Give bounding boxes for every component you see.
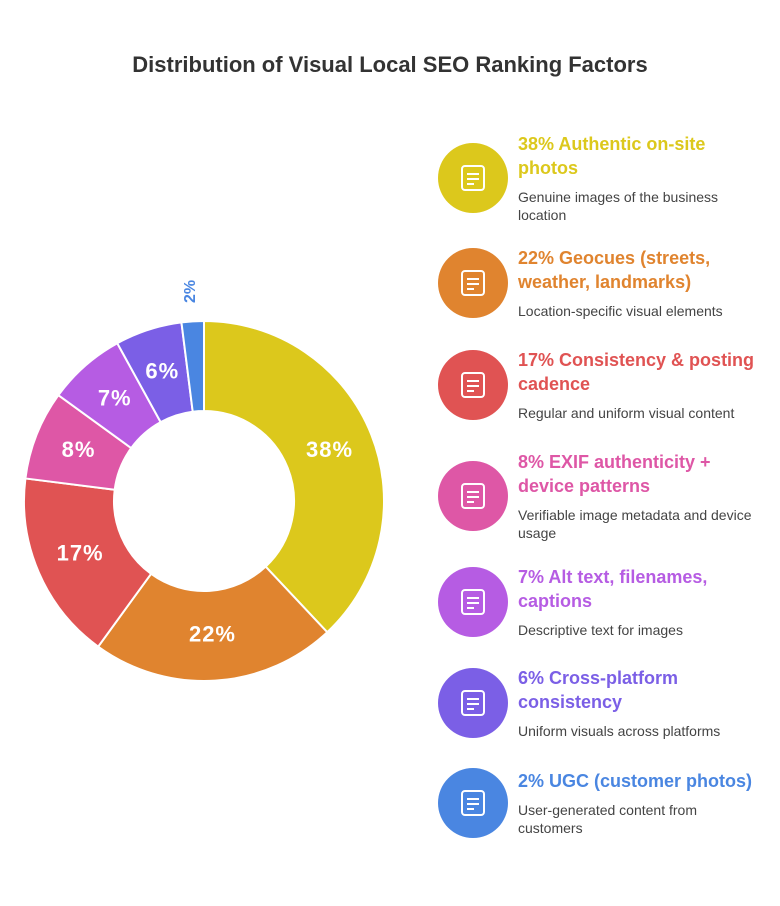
donut-slice <box>96 565 329 682</box>
slice-label: 38% <box>306 437 353 462</box>
legend-text: 2% UGC (customer photos) User-generated c… <box>518 769 758 837</box>
legend-item: 17% Consistency & posting cadence Regular… <box>438 348 768 422</box>
legend-text: 38% Authentic on-site photos Genuine imag… <box>518 132 758 224</box>
slice-label: 22% <box>189 622 236 647</box>
slice-label: 7% <box>98 386 132 411</box>
slice-label: 6% <box>145 358 179 383</box>
legend-icon <box>438 461 508 531</box>
icon-glyph <box>461 790 485 816</box>
legend-item: 2% UGC (customer photos) User-generated c… <box>438 768 768 838</box>
donut-slice <box>23 477 153 649</box>
legend-title: 7% Alt text, filenames, captions <box>518 567 708 611</box>
legend-icon <box>438 248 508 318</box>
icon-glyph <box>461 270 485 296</box>
legend-description: Location-specific visual elements <box>518 303 723 319</box>
donut-slice <box>180 319 205 413</box>
legend-description: Verifiable image metadata and device usa… <box>518 507 752 541</box>
donut-slice <box>203 319 385 634</box>
legend-title: 17% Consistency & posting cadence <box>518 350 755 394</box>
legend-item: 6% Cross-platform consistency Uniform vis… <box>438 666 768 740</box>
legend-icon <box>438 567 508 637</box>
legend-item: 8% EXIF authenticity + device patterns Ve… <box>438 450 768 542</box>
icon-glyph <box>461 372 485 398</box>
legend-description: Regular and uniform visual content <box>518 405 735 421</box>
slice-label: 8% <box>62 437 96 462</box>
icon-glyph <box>461 589 485 615</box>
chart-title: Distribution of Visual Local SEO Ranking… <box>132 52 647 77</box>
legend-icon <box>438 143 508 213</box>
legend-item: 7% Alt text, filenames, captions Descript… <box>438 565 768 639</box>
slice-label: 2% <box>182 280 199 303</box>
icon-glyph <box>461 690 485 716</box>
legend-description: Genuine images of the business location <box>518 189 719 223</box>
legend-text: 6% Cross-platform consistency Uniform vis… <box>518 666 758 740</box>
legend-description: Descriptive text for images <box>518 622 683 638</box>
slice-label: 17% <box>57 540 104 565</box>
legend-item: 38% Authentic on-site photos Genuine imag… <box>438 132 768 224</box>
legend-text: 22% Geocues (streets, weather, landmarks… <box>518 246 758 320</box>
legend-item: 22% Geocues (streets, weather, landmarks… <box>438 246 768 320</box>
legend-description: User-generated content from customers <box>518 802 697 836</box>
icon-glyph <box>461 165 485 191</box>
legend-text: 8% EXIF authenticity + device patterns Ve… <box>518 450 758 542</box>
icon-glyph <box>461 483 485 509</box>
legend-text: 7% Alt text, filenames, captions Descript… <box>518 565 758 639</box>
legend-title: 6% Cross-platform consistency <box>518 668 679 712</box>
legend-icon <box>438 768 508 838</box>
legend-text: 17% Consistency & posting cadence Regular… <box>518 348 758 422</box>
legend-title: 8% EXIF authenticity + device patterns <box>518 452 711 496</box>
legend-description: Uniform visuals across platforms <box>518 723 721 739</box>
legend-icon <box>438 668 508 738</box>
legend-icon <box>438 350 508 420</box>
legend-title: 22% Geocues (streets, weather, landmarks… <box>518 248 711 292</box>
legend-title: 2% UGC (customer photos) <box>518 771 753 791</box>
legend-title: 38% Authentic on-site photos <box>518 134 706 178</box>
